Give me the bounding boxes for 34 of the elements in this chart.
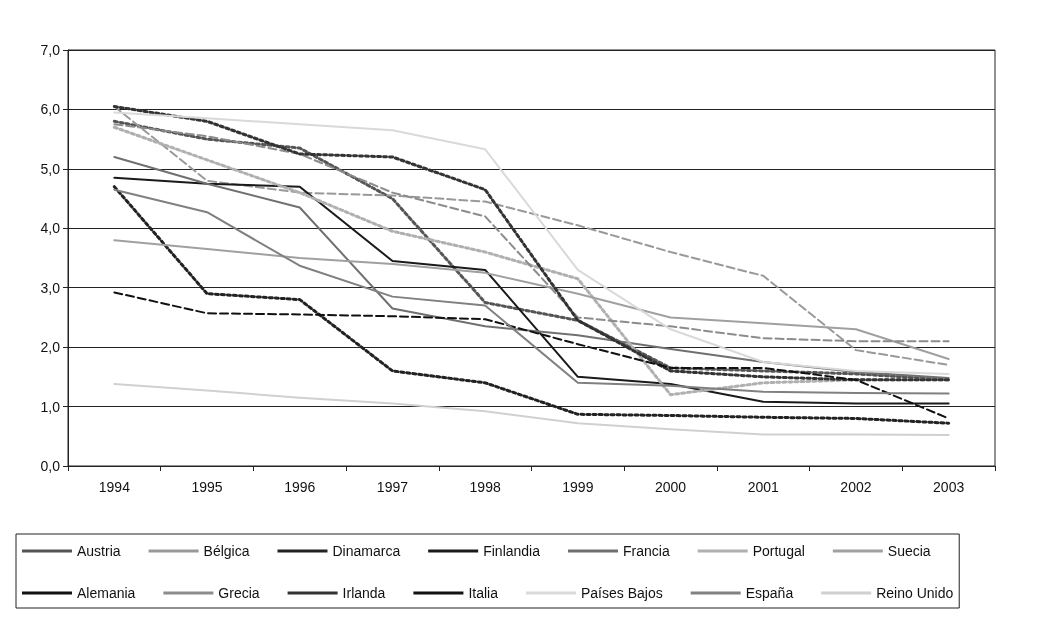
legend-label: Reino Unido bbox=[876, 585, 954, 601]
legend-label: Grecia bbox=[218, 585, 260, 601]
legend-label: Dinamarca bbox=[332, 543, 401, 559]
x-tick-label: 1994 bbox=[98, 479, 131, 495]
legend-label: Italia bbox=[468, 585, 499, 601]
y-tick-label: 2,0 bbox=[40, 339, 61, 356]
legend-label: Finlandia bbox=[483, 543, 541, 559]
legend-label: Alemania bbox=[77, 585, 136, 601]
legend-label: Suecia bbox=[887, 543, 931, 559]
y-tick-label: 3,0 bbox=[40, 279, 61, 296]
x-tick-label: 1997 bbox=[376, 479, 409, 495]
y-tick-label: 6,0 bbox=[40, 101, 61, 118]
x-tick-label: 2000 bbox=[654, 479, 687, 495]
x-tick-label: 2001 bbox=[747, 479, 780, 495]
x-tick-label: 2002 bbox=[840, 479, 872, 495]
legend-label: España bbox=[745, 585, 794, 601]
legend-label: Bélgica bbox=[203, 543, 250, 559]
legend-label: Portugal bbox=[752, 543, 805, 559]
y-tick-label: 7,0 bbox=[40, 42, 61, 58]
y-tick-label: 1,0 bbox=[40, 398, 61, 415]
x-tick-label: 1998 bbox=[469, 479, 501, 495]
x-tick-label: 1999 bbox=[562, 479, 594, 495]
y-tick-label: 5,0 bbox=[40, 160, 61, 177]
legend-label: Países Bajos bbox=[580, 585, 663, 601]
y-tick-label: 0,0 bbox=[40, 458, 61, 474]
x-tick-label: 1996 bbox=[284, 479, 316, 495]
line-series bbox=[113, 382, 950, 437]
legend-label: Francia bbox=[622, 543, 670, 559]
line-series bbox=[113, 123, 950, 343]
x-tick-label: 1995 bbox=[191, 479, 223, 495]
legend-label: Austria bbox=[77, 543, 121, 559]
y-tick-label: 4,0 bbox=[40, 220, 61, 237]
x-tick-label: 2003 bbox=[933, 479, 965, 495]
legend-label: Irlanda bbox=[342, 585, 386, 601]
